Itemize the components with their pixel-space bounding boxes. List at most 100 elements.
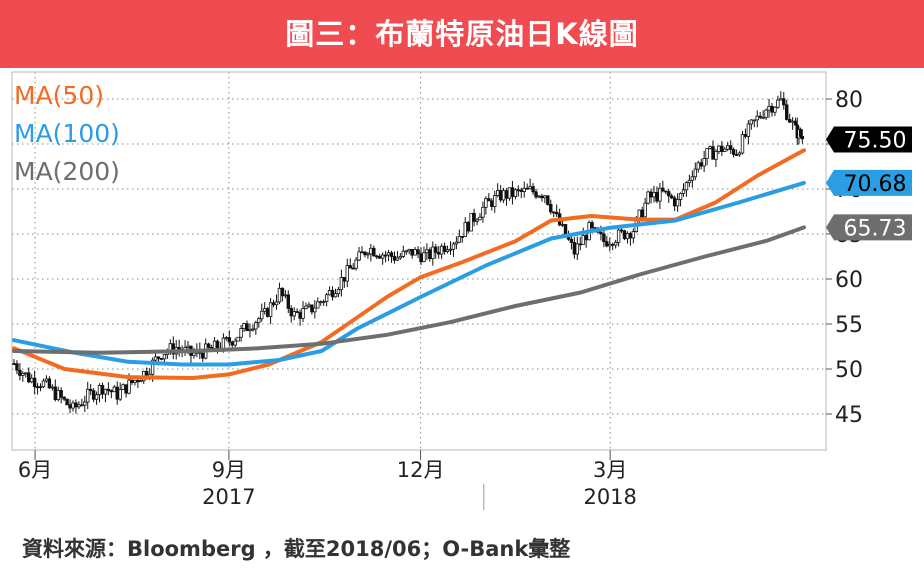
candle-body — [304, 305, 308, 310]
candle-body — [699, 162, 703, 167]
candle-body — [372, 247, 376, 257]
candle-body — [115, 386, 119, 400]
candle-body — [369, 247, 373, 255]
candle-body — [510, 187, 515, 197]
candle-body — [731, 149, 736, 155]
candle-body — [162, 354, 167, 360]
candle-body — [106, 388, 111, 391]
candle-body — [307, 304, 311, 307]
candle-body — [779, 98, 783, 101]
value-tag-bg — [826, 126, 912, 153]
candle-body — [321, 301, 326, 303]
year-label: 2018 — [583, 485, 636, 509]
candle-body — [516, 189, 521, 192]
candle-body — [758, 115, 762, 118]
candle-body — [770, 105, 774, 113]
candle-body — [100, 384, 105, 395]
candle-body — [363, 251, 367, 256]
candle-body — [773, 106, 777, 113]
candle-body — [525, 187, 529, 190]
candle-body — [640, 209, 644, 218]
candle-body — [599, 231, 603, 235]
candle-body — [375, 255, 379, 258]
candle-body — [637, 209, 641, 219]
candle-body — [339, 277, 344, 290]
candle-body — [528, 186, 532, 190]
candle-body — [504, 190, 509, 199]
candle-body — [495, 190, 500, 196]
candle-body — [38, 386, 43, 389]
candle-body — [88, 388, 93, 392]
candle-body — [602, 233, 606, 243]
legend-item: MA(50) — [14, 81, 104, 110]
candle-body — [59, 390, 63, 398]
candle-body — [746, 123, 751, 137]
candle-body — [419, 253, 423, 263]
candle-body — [711, 146, 715, 160]
candle-body — [265, 308, 270, 317]
candle-body — [319, 301, 323, 304]
value-tag-bg — [826, 214, 912, 241]
candle-body — [501, 190, 506, 201]
candle-body — [755, 115, 759, 121]
candle-body — [507, 187, 512, 199]
candle-body — [301, 308, 305, 319]
candle-body — [622, 230, 627, 240]
candle-body — [224, 337, 229, 340]
candle-body — [740, 134, 745, 154]
candle-body — [764, 109, 768, 118]
candle-body — [702, 158, 706, 167]
candle-body — [416, 249, 420, 255]
candle-body — [672, 197, 677, 207]
candle-body — [652, 192, 656, 198]
candle-body — [177, 347, 181, 350]
source-note: 資料來源：Bloomberg ，截至2018/06；O-Bank彙整 — [22, 537, 571, 561]
candle-body — [50, 386, 55, 389]
candle-body — [690, 176, 695, 181]
x-tick-label: 6月 — [18, 458, 52, 482]
candle-body — [619, 229, 624, 232]
candle-body — [451, 243, 456, 250]
candle-body — [109, 390, 114, 393]
candle-body — [752, 119, 756, 122]
candle-body — [212, 340, 217, 349]
legend-item: MA(200) — [14, 157, 120, 186]
candle-body — [345, 265, 349, 282]
chart-title: 圖三：布蘭特原油日K線圖 — [285, 17, 639, 51]
candle-body — [431, 246, 435, 260]
candle-body — [487, 198, 491, 202]
moving-average-lines — [12, 148, 806, 380]
candle-body — [743, 134, 748, 137]
y-tick-label: 45 — [835, 403, 863, 428]
candle-body — [693, 168, 697, 178]
candle-body — [720, 145, 724, 152]
candle-body — [227, 337, 232, 343]
candle-body — [631, 231, 636, 239]
value-tags: 75.50 70.68 65.73 — [826, 126, 912, 241]
candle-body — [192, 352, 196, 356]
candle-body — [543, 195, 547, 199]
candle-body — [519, 189, 523, 192]
candle-body — [749, 119, 754, 125]
candle-body — [434, 246, 438, 253]
candle-body — [289, 307, 293, 317]
ma-line-ma100 — [12, 180, 806, 367]
y-tick-label: 80 — [835, 88, 863, 113]
candle-body — [233, 340, 237, 346]
candle-body — [658, 187, 662, 202]
candle-body — [422, 252, 426, 263]
candle-body — [21, 373, 25, 376]
candle-body — [460, 235, 464, 238]
candle-body — [531, 186, 535, 193]
candle-body — [27, 372, 31, 383]
candle-body — [201, 352, 205, 359]
candle-body — [53, 386, 57, 400]
candle-body — [215, 340, 220, 349]
candle-body — [687, 179, 692, 184]
candle-body — [386, 252, 391, 256]
candle-body — [466, 221, 470, 232]
axes: 45505560657075806月9月12月3月20172018 — [11, 71, 863, 510]
candle-body — [186, 345, 190, 348]
candle-body — [560, 224, 565, 226]
candle-body — [80, 404, 84, 407]
